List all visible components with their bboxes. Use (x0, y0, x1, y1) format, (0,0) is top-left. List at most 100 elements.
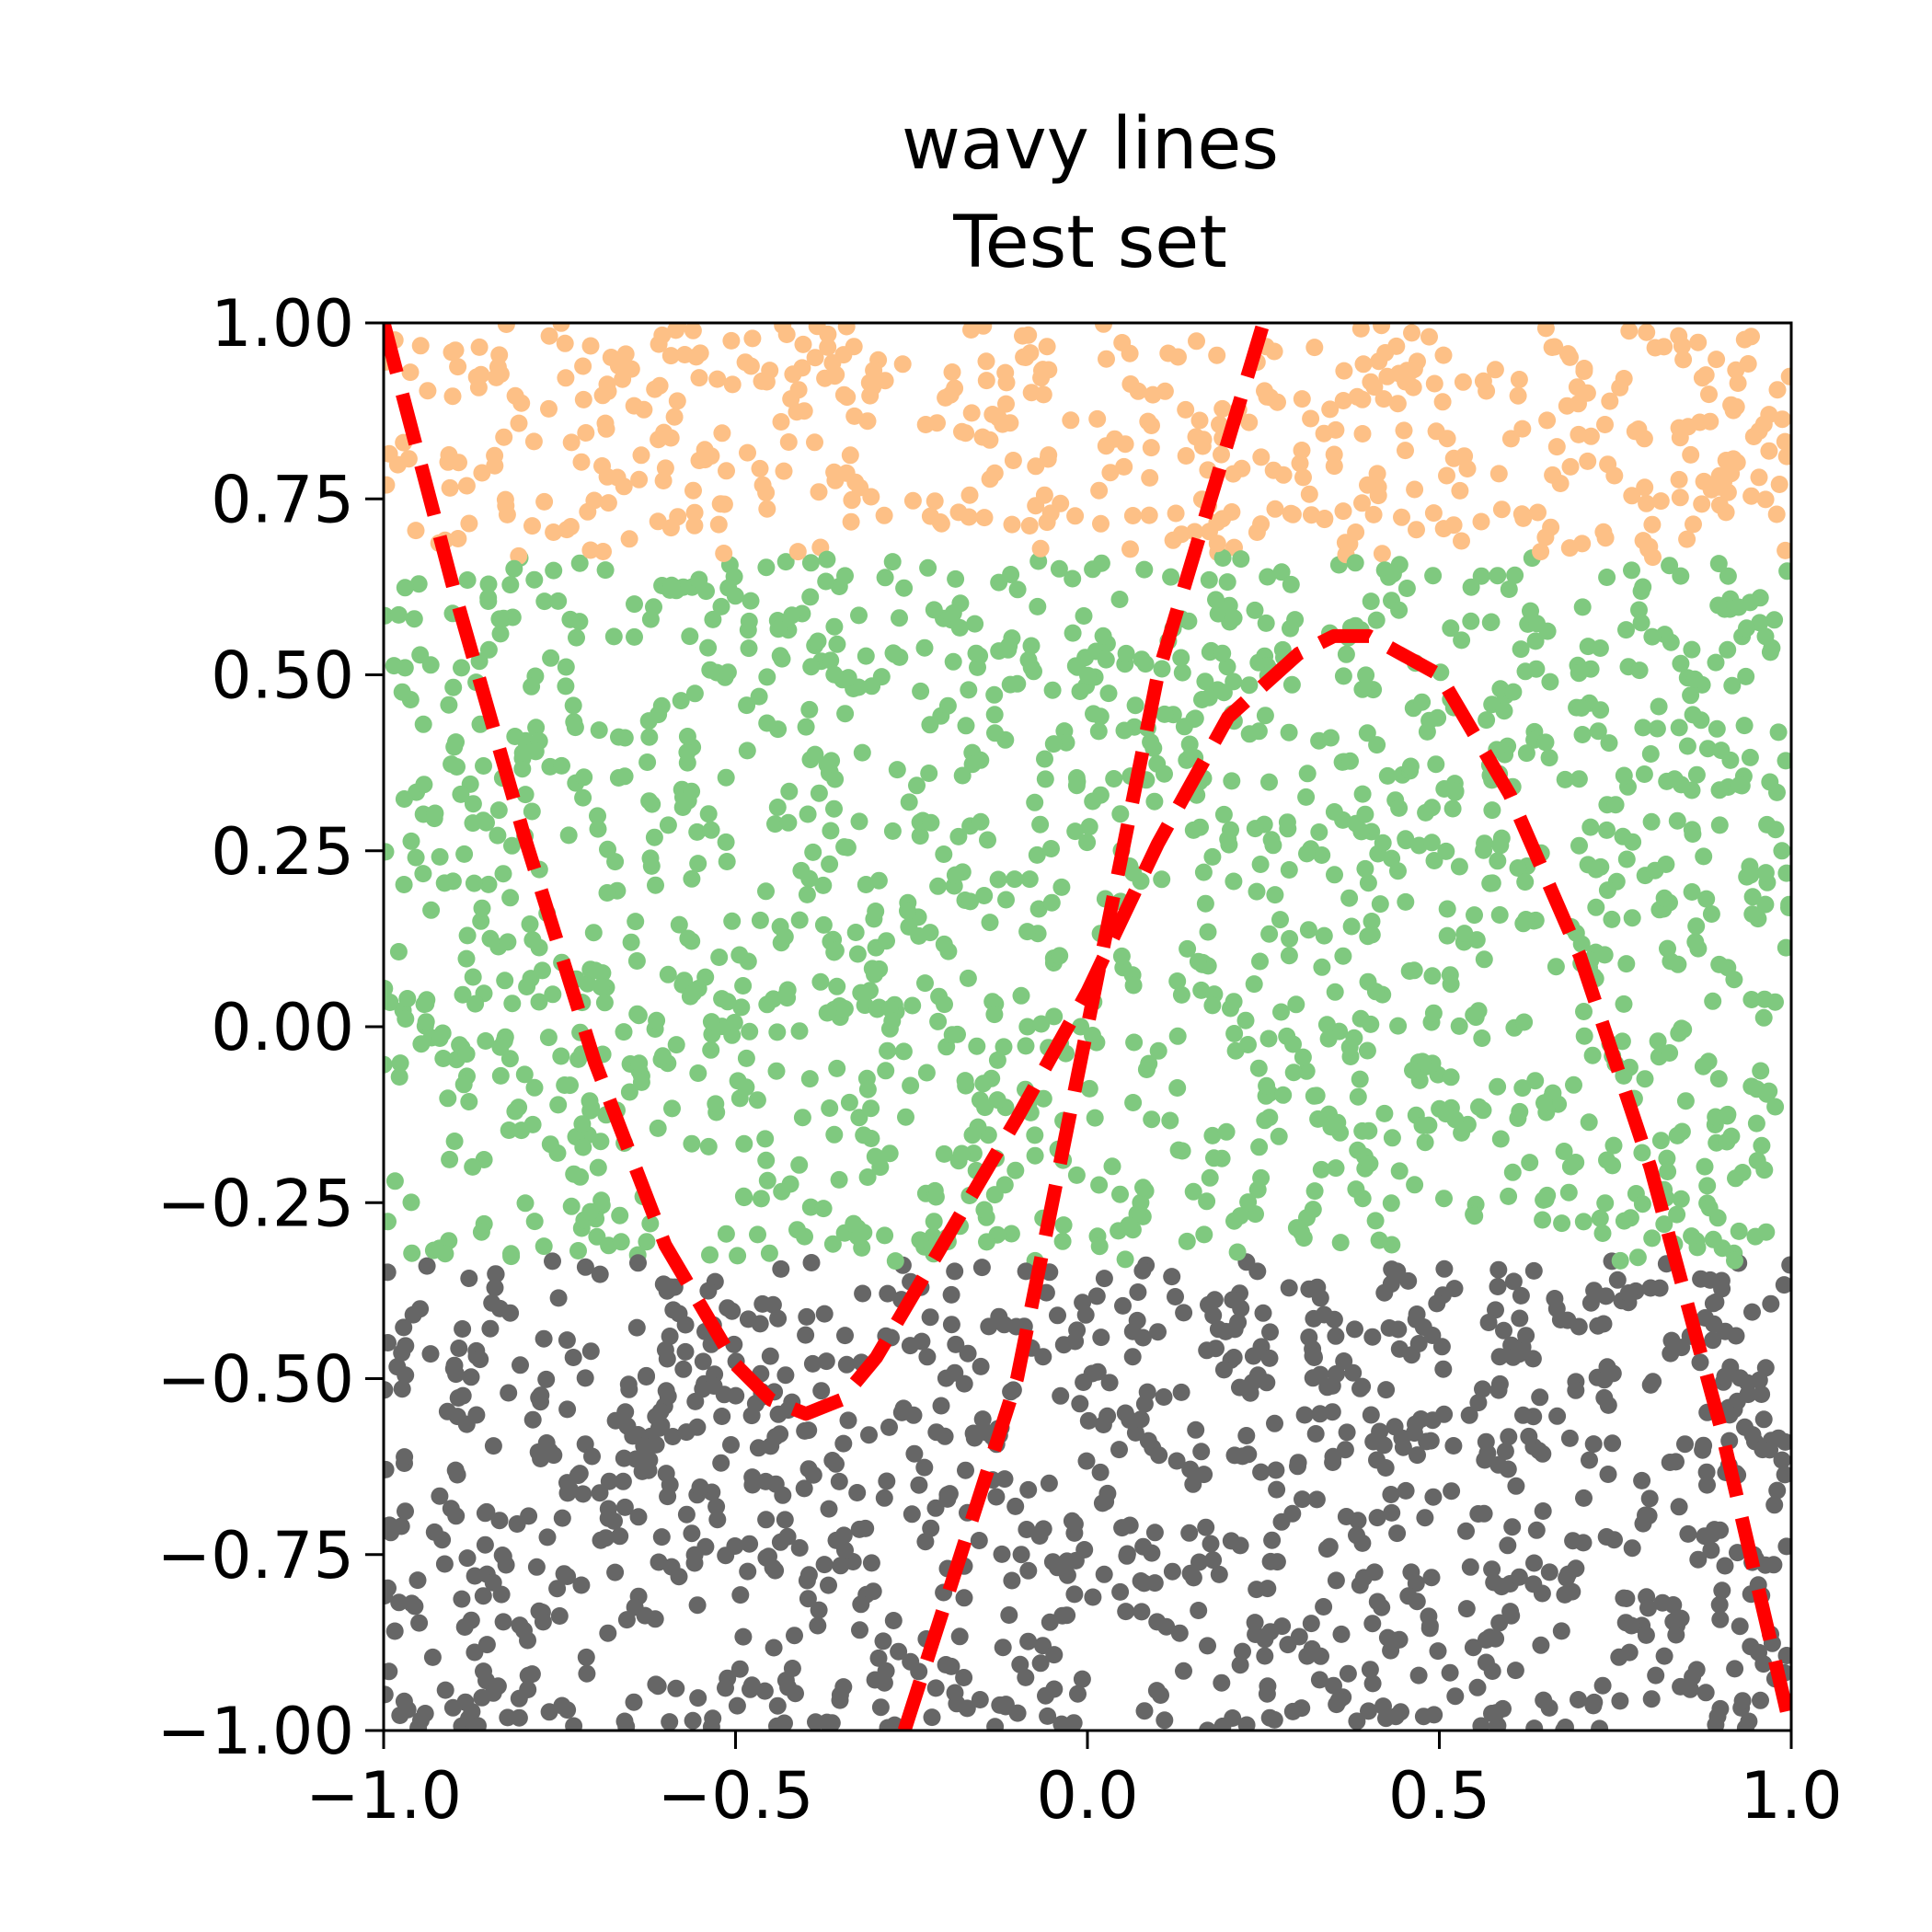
scatter-point (1260, 925, 1279, 943)
scatter-point (1113, 334, 1132, 351)
scatter-point (696, 441, 714, 459)
scatter-point (1540, 1698, 1558, 1717)
scatter-point (1205, 1291, 1224, 1309)
scatter-point (1351, 1070, 1369, 1088)
scatter-point (1412, 1410, 1430, 1428)
chart-title-line-1: wavy lines (902, 103, 1279, 186)
scatter-point (649, 1677, 667, 1696)
scatter-point (1561, 457, 1580, 476)
scatter-point (681, 627, 699, 646)
scatter-point (886, 1252, 904, 1271)
scatter-point (1383, 1129, 1401, 1147)
scatter-point (1606, 796, 1625, 814)
scatter-point (433, 1531, 452, 1549)
scatter-point (952, 1144, 971, 1163)
scatter-point (707, 1095, 725, 1113)
scatter-point (384, 1460, 395, 1478)
scatter-point (968, 1037, 986, 1055)
scatter-point (1222, 1532, 1240, 1550)
scatter-point (1196, 673, 1214, 691)
scatter-point (549, 1289, 568, 1307)
scatter-point (710, 949, 729, 966)
scatter-point (1143, 1110, 1161, 1129)
scatter-point (926, 1188, 945, 1206)
scatter-point (1757, 1223, 1776, 1241)
scatter-point (1755, 1161, 1774, 1179)
scatter-point (1054, 1336, 1073, 1354)
scatter-point (677, 1505, 696, 1524)
scatter-point (1266, 886, 1284, 904)
scatter-point (653, 1047, 672, 1065)
scatter-point (773, 650, 791, 668)
scatter-point (649, 1119, 667, 1137)
scatter-point (393, 683, 411, 701)
scatter-point (1560, 1429, 1579, 1447)
scatter-point (1240, 413, 1259, 431)
scatter-point (1716, 1557, 1734, 1575)
scatter-point (1567, 1154, 1585, 1171)
scatter-point (1558, 397, 1576, 415)
scatter-point (989, 870, 1007, 889)
scatter-point (1477, 1653, 1495, 1672)
scatter-point (1041, 1613, 1059, 1631)
scatter-point (956, 1072, 974, 1090)
scatter-point (1522, 602, 1539, 620)
scatter-point (1427, 755, 1445, 774)
scatter-point (1225, 1446, 1244, 1465)
scatter-point (1503, 1163, 1522, 1181)
scatter-point (1639, 1599, 1657, 1617)
scatter-point (1135, 560, 1154, 579)
scatter-point (1038, 338, 1056, 356)
scatter-point (1202, 1535, 1220, 1553)
scatter-point (1251, 952, 1269, 971)
scatter-point (1686, 933, 1705, 951)
scatter-point (1597, 1528, 1616, 1546)
scatter-point (590, 721, 608, 740)
scatter-point (1543, 339, 1561, 356)
scatter-point (441, 1150, 459, 1168)
x-tick-label: 0.0 (1036, 1758, 1138, 1834)
scatter-point (932, 1397, 950, 1415)
scatter-point (1075, 1374, 1093, 1391)
scatter-point (1228, 1243, 1247, 1261)
scatter-point (454, 985, 472, 1004)
scatter-point (1274, 1086, 1293, 1104)
scatter-point (1776, 432, 1791, 451)
scatter-point (1334, 947, 1352, 965)
scatter-point (1020, 870, 1039, 889)
scatter-point (961, 892, 980, 911)
scatter-point (1363, 1615, 1382, 1633)
scatter-point (713, 1408, 731, 1425)
scatter-point (1045, 1007, 1064, 1026)
scatter-point (917, 1064, 936, 1082)
scatter-point (1765, 1556, 1783, 1574)
scatter-point (403, 1244, 421, 1262)
scatter-point (725, 1014, 743, 1031)
scatter-point (1491, 836, 1510, 855)
scatter-point (796, 1421, 814, 1440)
scatter-point (1769, 723, 1788, 742)
scatter-point (592, 1133, 610, 1151)
scatter-point (926, 1679, 945, 1697)
scatter-point (1145, 1524, 1164, 1542)
scatter-point (1425, 374, 1443, 393)
scatter-point (1111, 1582, 1130, 1601)
scatter-point (1100, 1374, 1119, 1392)
scatter-point (1709, 477, 1728, 496)
scatter-point (925, 601, 943, 619)
scatter-point (768, 799, 787, 816)
scatter-point (584, 924, 603, 942)
scatter-point (702, 1041, 720, 1059)
scatter-point (1149, 1041, 1167, 1060)
scatter-point (1224, 465, 1242, 483)
scatter-point (978, 1233, 995, 1251)
scatter-point (1180, 1524, 1199, 1542)
scatter-point (402, 832, 420, 850)
scatter-point (470, 338, 489, 356)
scatter-point (483, 1294, 501, 1312)
scatter-point (1003, 515, 1021, 534)
scatter-point (1156, 1711, 1174, 1730)
scatter-point (771, 1425, 789, 1443)
scatter-point (1303, 506, 1320, 524)
